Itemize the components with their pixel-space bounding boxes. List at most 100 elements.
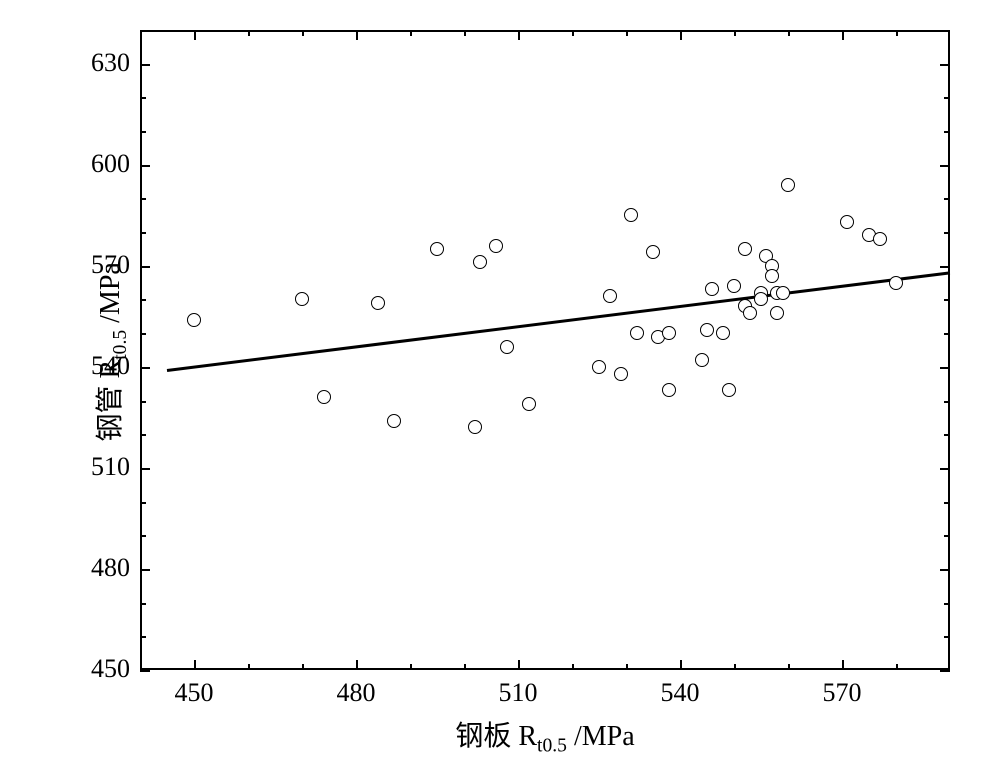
- data-point: [614, 367, 628, 381]
- x-minor-tick-top: [896, 30, 898, 36]
- x-minor-tick-top: [464, 30, 466, 36]
- y-minor-tick: [140, 434, 146, 436]
- data-point: [489, 239, 503, 253]
- y-minor-tick: [140, 131, 146, 133]
- y-minor-tick-right: [944, 535, 950, 537]
- data-point: [500, 340, 514, 354]
- y-tick-mark-right: [940, 468, 950, 470]
- data-point: [522, 397, 536, 411]
- y-tick-label: 600: [80, 149, 130, 179]
- x-tick-mark-top: [680, 30, 682, 40]
- y-minor-tick: [140, 535, 146, 537]
- y-minor-tick: [140, 198, 146, 200]
- y-tick-label: 540: [80, 351, 130, 381]
- y-minor-tick-right: [944, 198, 950, 200]
- data-point: [776, 286, 790, 300]
- data-point: [722, 383, 736, 397]
- x-minor-tick: [302, 664, 304, 670]
- x-minor-tick-top: [734, 30, 736, 36]
- y-minor-tick: [140, 401, 146, 403]
- x-minor-tick: [626, 664, 628, 670]
- x-minor-tick: [734, 664, 736, 670]
- y-minor-tick: [140, 502, 146, 504]
- data-point: [695, 353, 709, 367]
- y-tick-mark-right: [940, 165, 950, 167]
- data-point: [727, 279, 741, 293]
- x-minor-tick: [572, 664, 574, 670]
- data-point: [738, 242, 752, 256]
- y-minor-tick-right: [944, 299, 950, 301]
- data-point: [630, 326, 644, 340]
- y-tick-mark: [140, 468, 150, 470]
- y-minor-tick: [140, 97, 146, 99]
- y-tick-mark: [140, 367, 150, 369]
- y-minor-tick-right: [944, 232, 950, 234]
- x-tick-mark-top: [842, 30, 844, 40]
- y-tick-label: 510: [80, 452, 130, 482]
- y-tick-mark: [140, 64, 150, 66]
- y-tick-mark-right: [940, 266, 950, 268]
- plot-area: [140, 30, 950, 670]
- y-minor-tick-right: [944, 97, 950, 99]
- x-tick-label: 570: [817, 678, 867, 708]
- y-tick-label: 570: [80, 250, 130, 280]
- data-point: [430, 242, 444, 256]
- x-minor-tick-top: [410, 30, 412, 36]
- data-point: [765, 269, 779, 283]
- y-tick-mark: [140, 569, 150, 571]
- x-minor-tick-top: [248, 30, 250, 36]
- y-minor-tick: [140, 299, 146, 301]
- x-tick-label: 510: [493, 678, 543, 708]
- y-tick-label: 480: [80, 553, 130, 583]
- x-minor-tick-top: [302, 30, 304, 36]
- data-point: [187, 313, 201, 327]
- y-tick-mark-right: [940, 670, 950, 672]
- x-tick-mark: [194, 660, 196, 670]
- data-point: [387, 414, 401, 428]
- y-tick-label: 450: [80, 654, 130, 684]
- data-point: [873, 232, 887, 246]
- x-tick-label: 450: [169, 678, 219, 708]
- x-axis-label: 钢板 Rt0.5 /MPa: [445, 714, 645, 758]
- data-point: [603, 289, 617, 303]
- data-point: [592, 360, 606, 374]
- y-minor-tick: [140, 636, 146, 638]
- y-minor-tick-right: [944, 131, 950, 133]
- y-tick-mark-right: [940, 367, 950, 369]
- y-minor-tick-right: [944, 434, 950, 436]
- data-point: [781, 178, 795, 192]
- x-tick-mark-top: [356, 30, 358, 40]
- y-tick-mark: [140, 670, 150, 672]
- y-tick-mark: [140, 266, 150, 268]
- x-minor-tick-top: [788, 30, 790, 36]
- x-tick-mark: [518, 660, 520, 670]
- chart-container: 钢管 Rt0.5 /MPa 钢板 Rt0.5 /MPa 450480510540…: [0, 0, 1000, 768]
- y-tick-mark-right: [940, 64, 950, 66]
- y-minor-tick: [140, 333, 146, 335]
- y-minor-tick-right: [944, 401, 950, 403]
- y-tick-mark: [140, 165, 150, 167]
- y-minor-tick-right: [944, 636, 950, 638]
- data-point: [371, 296, 385, 310]
- y-tick-label: 630: [80, 48, 130, 78]
- x-minor-tick: [896, 664, 898, 670]
- y-minor-tick: [140, 603, 146, 605]
- x-tick-mark-top: [194, 30, 196, 40]
- x-tick-mark-top: [518, 30, 520, 40]
- x-tick-mark: [356, 660, 358, 670]
- data-point: [317, 390, 331, 404]
- data-point: [889, 276, 903, 290]
- x-minor-tick: [248, 664, 250, 670]
- x-minor-tick: [410, 664, 412, 670]
- y-tick-mark-right: [940, 569, 950, 571]
- y-minor-tick: [140, 232, 146, 234]
- x-minor-tick: [464, 664, 466, 670]
- y-minor-tick-right: [944, 603, 950, 605]
- y-minor-tick-right: [944, 333, 950, 335]
- y-minor-tick-right: [944, 502, 950, 504]
- x-minor-tick: [788, 664, 790, 670]
- x-tick-mark: [842, 660, 844, 670]
- x-tick-label: 540: [655, 678, 705, 708]
- x-tick-label: 480: [331, 678, 381, 708]
- x-tick-mark: [680, 660, 682, 670]
